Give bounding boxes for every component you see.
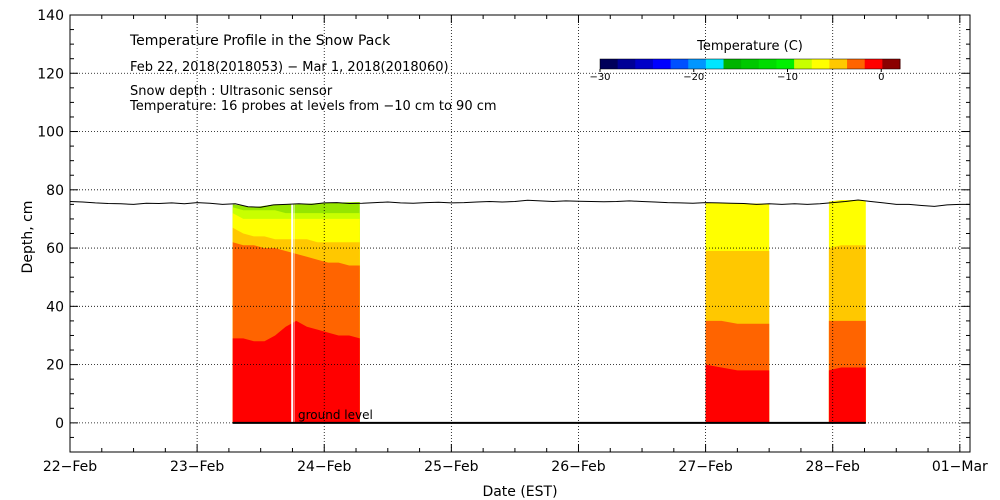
y-tick-label-2: 40 (46, 299, 64, 315)
x-tick-label-3: 25−Feb (424, 459, 478, 475)
colorbar-swatch-9 (758, 59, 777, 69)
colorbar-tick-label-2: −10 (777, 72, 798, 83)
y-tick-label-5: 100 (37, 125, 64, 141)
colorbar-swatch-2 (635, 59, 654, 69)
colorbar-swatch-3 (652, 59, 672, 69)
y-tick-label-1: 20 (46, 358, 64, 374)
temp-band-2-0 (828, 367, 866, 423)
ground-level-label: ground level (298, 408, 373, 422)
colorbar-tick-label-3: 0 (878, 72, 884, 83)
x-tick-label-1: 23−Feb (170, 459, 224, 475)
x-axis-title: Date (EST) (482, 484, 557, 500)
colorbar-tick-label-0: −30 (589, 72, 610, 83)
colorbar-swatch-8 (741, 59, 760, 69)
x-tick-label-0: 22−Feb (43, 459, 97, 475)
colorbar-swatch-12 (811, 59, 830, 69)
colorbar-swatch-16 (882, 59, 901, 69)
colorbar-swatch-11 (794, 59, 813, 69)
temperature-bands-layer (232, 189, 866, 423)
line-layer (69, 199, 970, 424)
y-tick-label-0: 0 (55, 416, 64, 432)
colorbar-swatch-6 (705, 59, 725, 69)
axes-layer: 0 20 40 60 80 100 120 140 22−Feb 23−Feb 24−Feb 25−F… (37, 8, 988, 475)
x-tick-label-2: 24−Feb (297, 459, 351, 475)
colorbar-swatch-5 (688, 59, 707, 69)
x-tick-label-7: 01−Mar (932, 459, 988, 475)
colorbar-title: Temperature (C) (696, 39, 803, 54)
colorbar-swatch-15 (864, 59, 883, 69)
x-tick-label-6: 28−Feb (806, 459, 860, 475)
info-line-temperature: Temperature: 16 probes at levels from −1… (129, 99, 497, 114)
chart-subtitle: Feb 22, 2018(2018053) − Mar 1, 2018(2018… (130, 60, 449, 75)
chart-title: Temperature Profile in the Snow Pack (129, 33, 391, 49)
colorbar-swatch-4 (670, 59, 689, 69)
x-tick-label-5: 27−Feb (678, 459, 732, 475)
temp-band-0-0 (232, 320, 360, 423)
colorbar-swatch-0 (600, 59, 619, 69)
y-axis-title: Depth, cm (20, 201, 36, 274)
temp-band-1-0 (705, 364, 770, 423)
colorbar-frame (599, 58, 901, 70)
y-tick-label-3: 60 (46, 241, 64, 257)
colorbar-swatch-10 (776, 59, 795, 69)
y-tick-label-6: 120 (37, 66, 64, 82)
y-tick-label-4: 80 (46, 183, 64, 199)
info-line-snow-depth: Snow depth : Ultrasonic sensor (130, 84, 333, 99)
colorbar-swatch-14 (847, 59, 866, 69)
colorbar-tick-label-1: −20 (683, 72, 704, 83)
colorbar-swatch-7 (723, 59, 742, 69)
colorbar-swatch-1 (617, 59, 636, 69)
y-tick-label-7: 140 (37, 8, 64, 24)
colorbar-legend: Temperature (C) −30 −20 −10 0 (589, 39, 901, 83)
colorbar-swatch-13 (829, 59, 848, 69)
x-tick-label-4: 26−Feb (551, 459, 605, 475)
snow-depth-line (69, 199, 970, 208)
